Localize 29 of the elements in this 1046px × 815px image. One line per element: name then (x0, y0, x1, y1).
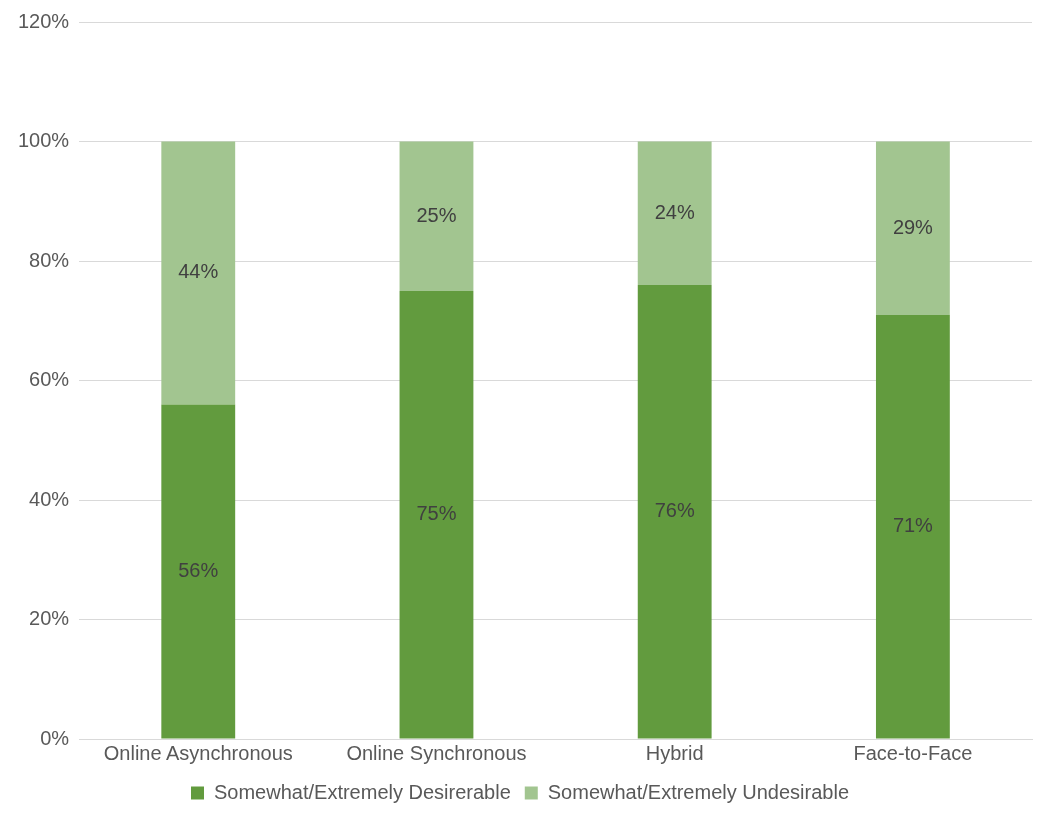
data-label: 56% (178, 558, 219, 581)
y-tick-label: 100% (18, 129, 70, 152)
x-tick-label: Online Synchronous (346, 741, 527, 764)
data-label: 44% (178, 260, 219, 283)
x-tick-label: Hybrid (645, 741, 704, 764)
data-label: 71% (892, 514, 934, 537)
bar (399, 290, 474, 739)
bar (399, 141, 474, 291)
bar (161, 141, 236, 405)
data-label: 25% (416, 203, 457, 226)
bar (637, 284, 712, 739)
y-tick-label: 20% (29, 607, 70, 630)
legend-label: Somewhat/Extremely Undesirable (547, 780, 850, 803)
x-tick-label: Online Asynchronous (103, 741, 293, 764)
bar (875, 141, 950, 315)
data-label: 24% (654, 200, 695, 223)
bar (875, 314, 950, 739)
data-label: 29% (892, 215, 934, 238)
bar (637, 141, 712, 285)
y-tick-label: 120% (18, 9, 70, 32)
y-tick-label: 60% (29, 368, 70, 391)
y-tick-label: 40% (29, 487, 70, 510)
data-label: 75% (416, 502, 457, 525)
legend-label: Somewhat/Extremely Desirerable (213, 780, 511, 803)
x-tick-label: Face-to-Face (853, 741, 973, 764)
data-label: 76% (654, 499, 695, 522)
y-tick-label: 80% (29, 248, 70, 271)
bar (161, 404, 236, 739)
y-tick-label: 0% (40, 726, 70, 749)
